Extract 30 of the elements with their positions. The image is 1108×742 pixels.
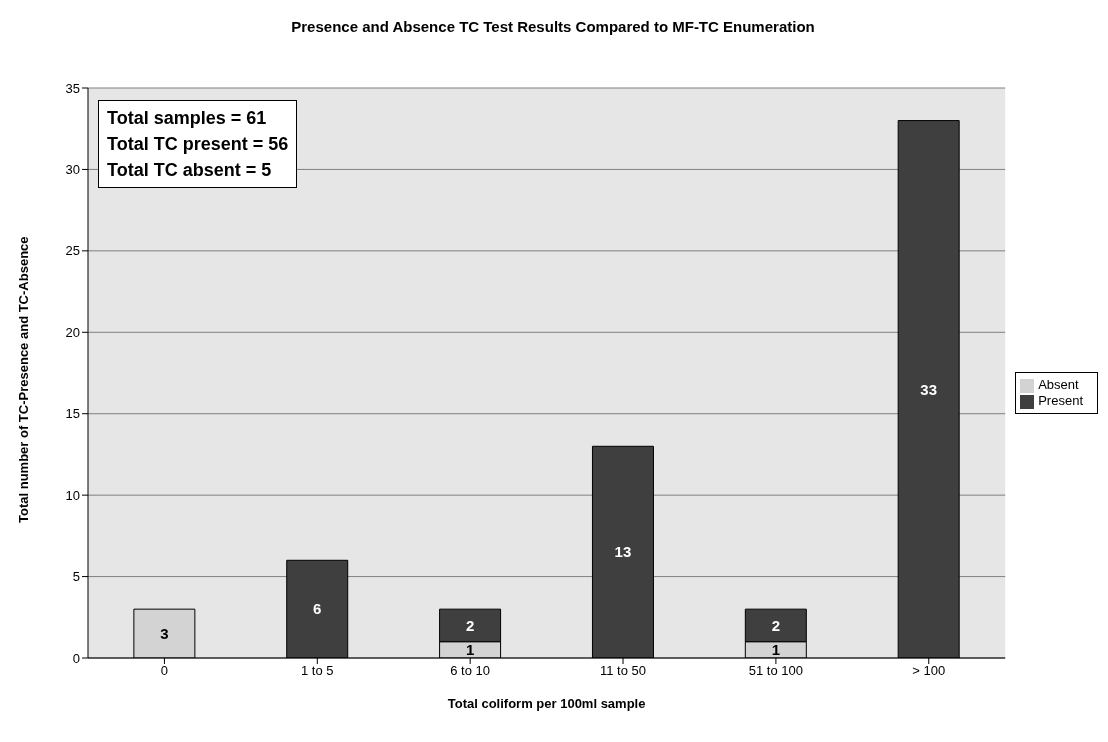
x-tick-label: 11 to 50 bbox=[600, 663, 647, 679]
data-label: 3 bbox=[160, 624, 169, 642]
data-label: 33 bbox=[920, 380, 938, 398]
y-tick-label: 30 bbox=[65, 162, 80, 178]
annotation: Total TC present = 56 bbox=[107, 133, 289, 156]
data-label: 13 bbox=[614, 543, 632, 561]
data-label: 1 bbox=[465, 641, 475, 659]
x-tick-label: 51 to 100 bbox=[748, 663, 803, 679]
y-tick-label: 15 bbox=[65, 406, 80, 422]
y-tick-label: 20 bbox=[65, 324, 80, 340]
data-label: 2 bbox=[771, 616, 780, 634]
data-label: 6 bbox=[313, 600, 322, 618]
x-axis-title: Total coliform per 100ml sample bbox=[447, 696, 646, 711]
legend-label: Absent bbox=[1038, 377, 1079, 393]
y-tick-label: 35 bbox=[65, 80, 80, 96]
y-tick-label: 25 bbox=[65, 243, 80, 259]
legend-label: Present bbox=[1038, 393, 1083, 408]
y-tick-label: 10 bbox=[65, 487, 80, 503]
x-tick-label: 1 to 5 bbox=[301, 663, 334, 679]
y-tick-label: 0 bbox=[72, 650, 80, 666]
chart-title: Presence and Absence TC Test Results Compared to MF-TC Enumeration bbox=[290, 17, 816, 37]
x-tick-label: 0 bbox=[160, 663, 169, 679]
x-tick-label: > 100 bbox=[912, 663, 946, 679]
data-label: 2 bbox=[465, 616, 475, 634]
y-axis-title: Total number of TC-Presence and TC-Absence bbox=[15, 236, 31, 523]
annotation: Total samples = 61 bbox=[107, 107, 268, 130]
data-label: 1 bbox=[771, 641, 780, 659]
x-tick-label: 6 to 10 bbox=[450, 663, 491, 679]
y-tick-label: 5 bbox=[72, 569, 80, 585]
annotation: Total TC absent = 5 bbox=[107, 159, 273, 182]
